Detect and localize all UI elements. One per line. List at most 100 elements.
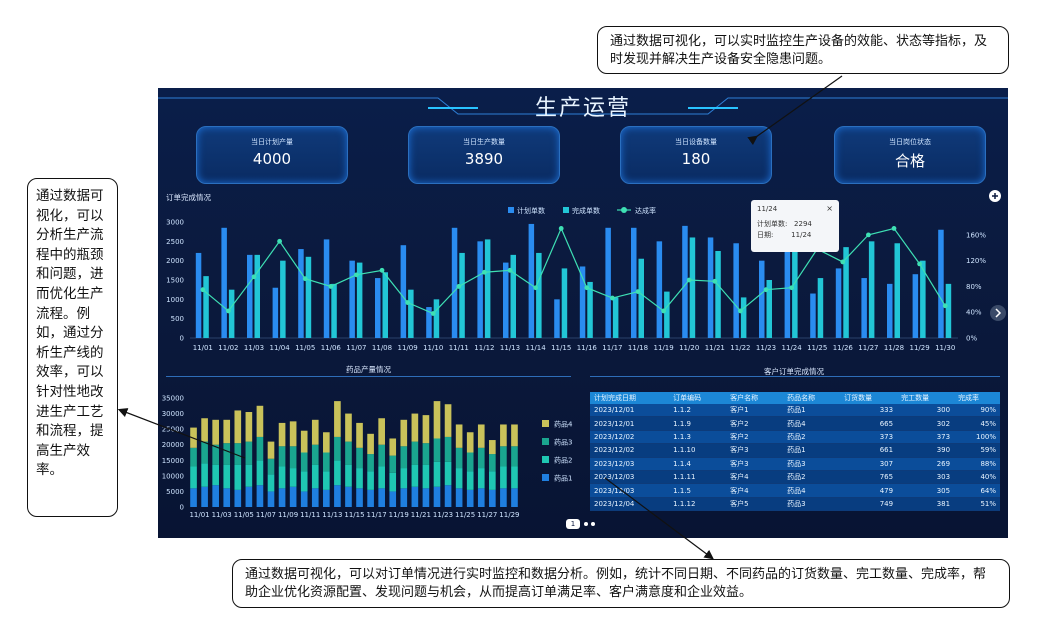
y-tick-label: 0 bbox=[180, 504, 184, 512]
stack-segment bbox=[212, 485, 219, 507]
bar-done bbox=[356, 262, 363, 338]
table-header: 计划完成日期 bbox=[590, 392, 670, 404]
drug-section-title: 药品产量情况 bbox=[346, 365, 391, 374]
x-tick-label: 11/24 bbox=[782, 344, 803, 352]
table-cell: 90% bbox=[954, 404, 1000, 418]
stack-segment bbox=[323, 471, 330, 490]
bar-done bbox=[792, 241, 798, 338]
stack-segment bbox=[267, 458, 275, 475]
stack-segment bbox=[400, 446, 408, 469]
pager-current[interactable]: 1 bbox=[566, 519, 580, 529]
rate-point bbox=[661, 308, 666, 314]
bar-plan bbox=[912, 274, 919, 338]
rate-point bbox=[507, 267, 513, 273]
expand-icon[interactable] bbox=[988, 189, 1002, 203]
rate-point bbox=[251, 274, 257, 280]
table-cell: 51% bbox=[954, 497, 1000, 512]
bar-done bbox=[740, 297, 747, 338]
table-cell: 381 bbox=[897, 497, 955, 512]
table-row: 2023/12/03 1.1.4 客户3 药品3 307 269 88% bbox=[590, 457, 1000, 471]
table-cell: 1.1.5 bbox=[669, 483, 727, 498]
stack-segment bbox=[345, 441, 352, 465]
table-header: 完成率 bbox=[954, 392, 1000, 404]
stack-segment bbox=[433, 438, 441, 462]
table-cell: 客户4 bbox=[726, 470, 784, 485]
stack-segment bbox=[300, 452, 308, 472]
x-tick-label: 11/03 bbox=[212, 511, 232, 519]
stack-segment bbox=[511, 446, 518, 467]
x-tick-label: 11/07 bbox=[346, 344, 366, 352]
table-cell: 客户2 bbox=[726, 430, 784, 445]
y2-tick-label: 80% bbox=[966, 283, 982, 291]
stack-segment bbox=[477, 468, 485, 489]
customer-section-title: 客户订单完成情况 bbox=[764, 367, 824, 376]
table-cell: 1.1.9 bbox=[669, 416, 727, 431]
x-tick-label: 11/29 bbox=[499, 511, 519, 519]
x-tick-label: 11/11 bbox=[300, 511, 320, 519]
rate-point bbox=[302, 276, 308, 282]
stack-segment bbox=[389, 455, 397, 473]
rate-point bbox=[482, 269, 487, 275]
stack-segment bbox=[444, 436, 452, 462]
table-cell: 373 bbox=[897, 430, 955, 445]
stack-segment bbox=[500, 446, 507, 467]
legend-swatch bbox=[542, 420, 549, 427]
stack-segment bbox=[455, 447, 463, 469]
dashboard-title: 生产运营 bbox=[534, 96, 631, 121]
rate-point bbox=[866, 232, 871, 238]
tooltip-date: 11/24 bbox=[757, 205, 778, 213]
stack-segment bbox=[201, 463, 208, 487]
x-tick-label: 11/29 bbox=[910, 344, 930, 352]
rate-point bbox=[558, 226, 564, 231]
table-cell: 307 bbox=[840, 457, 898, 471]
legend-swatch bbox=[542, 438, 549, 445]
tooltip-date-label: 日期: bbox=[757, 231, 774, 239]
pager-dot[interactable] bbox=[584, 522, 588, 526]
table-cell: 药品4 bbox=[783, 416, 841, 431]
bar-done bbox=[305, 256, 312, 338]
x-tick-label: 11/07 bbox=[256, 511, 276, 519]
drug-panel-divider bbox=[166, 376, 571, 377]
rate-point bbox=[712, 278, 718, 284]
x-tick-label: 11/01 bbox=[189, 511, 209, 519]
stack-segment bbox=[334, 485, 341, 507]
stack-segment bbox=[422, 464, 430, 489]
stack-segment bbox=[389, 491, 397, 507]
y-tick-label: 20000 bbox=[162, 441, 184, 449]
table-cell: 客户5 bbox=[726, 497, 784, 512]
order-section-title: 订单完成情况 bbox=[166, 193, 211, 202]
kpi-card-status: 当日岗位状态 合格 bbox=[834, 126, 986, 184]
pager-dot[interactable] bbox=[591, 522, 595, 526]
y2-tick-label: 160% bbox=[966, 231, 986, 239]
table-cell: 1.1.3 bbox=[669, 430, 727, 445]
stack-segment bbox=[345, 486, 352, 507]
next-arrow-icon[interactable] bbox=[990, 305, 1006, 321]
table-cell: 2023/12/03 bbox=[590, 470, 670, 485]
bar-done bbox=[920, 260, 926, 338]
stack-segment bbox=[289, 486, 297, 507]
table-cell: 45% bbox=[954, 416, 1000, 431]
bar-done bbox=[766, 280, 772, 338]
legend-label: 完成单数 bbox=[572, 206, 600, 215]
bar-done bbox=[536, 252, 542, 338]
stack-segment bbox=[267, 491, 275, 507]
stack-segment bbox=[356, 447, 363, 469]
stack-segment bbox=[356, 422, 363, 448]
rate-point bbox=[328, 284, 334, 289]
x-tick-label: 11/26 bbox=[833, 344, 854, 352]
y-tick-label: 1000 bbox=[166, 296, 184, 304]
table-row: 2023/12/02 1.1.10 客户3 药品1 661 390 59% bbox=[590, 443, 1000, 458]
stack-segment bbox=[212, 419, 219, 445]
y-tick-label: 500 bbox=[171, 315, 184, 323]
close-icon[interactable]: × bbox=[826, 204, 833, 213]
table-row: 2023/12/04 1.1.12 客户5 药品3 749 381 51% bbox=[590, 497, 1000, 512]
legend-swatch bbox=[563, 207, 569, 213]
rate-point bbox=[686, 277, 692, 283]
x-tick-label: 11/05 bbox=[295, 344, 315, 352]
stack-segment bbox=[489, 454, 496, 472]
stack-segment bbox=[201, 486, 208, 507]
x-tick-label: 11/18 bbox=[628, 344, 648, 352]
x-tick-label: 11/15 bbox=[551, 344, 571, 352]
stack-segment bbox=[444, 404, 452, 437]
y-tick-label: 2500 bbox=[166, 238, 184, 246]
